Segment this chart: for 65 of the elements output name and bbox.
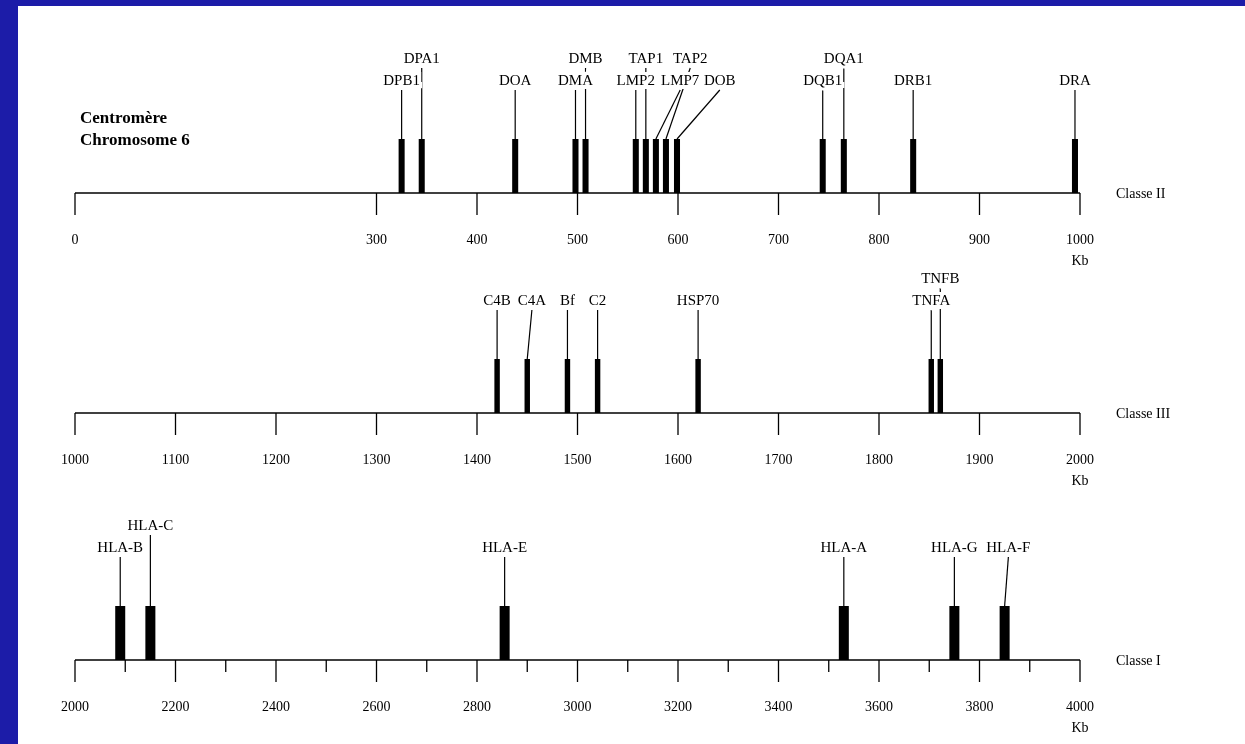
x-tick-label: 900 [969,232,990,247]
annotation: TAP2 [672,50,708,66]
x-tick-label: 1000 [61,452,89,467]
x-tick-label: 600 [667,232,689,247]
x-tick-label: 300 [366,232,387,247]
text: Classe II [1116,186,1166,201]
annotation: DRA [1059,72,1091,88]
x-tick-label: 1500 [563,452,592,467]
annotation: DPB1 [383,72,420,88]
annotation: Bf [559,292,575,308]
x-tick-label: 800 [868,232,890,247]
annotation: HLA-B [97,539,144,555]
annotation: DOB [703,72,736,88]
annotation: HLA-A [820,539,868,555]
annotation: C2 [588,292,607,308]
x-tick-label: 1000 [1066,232,1094,247]
x-tick-label: 3000 [563,699,592,714]
annotation: TNFB [921,270,960,286]
annotation: DQB1 [803,72,843,88]
annotation: HLA-F [986,539,1031,555]
annotation: HSP70 [676,292,720,308]
x-tick-label: 700 [768,232,789,247]
x-tick-label: 2000 [61,699,89,714]
x-tick-label: 1900 [965,452,994,467]
annotation: HLA-E [482,539,528,555]
x-tick-label: 400 [466,232,488,247]
annotation: DQA1 [823,50,864,66]
x-tick-label: 3800 [965,699,994,714]
annotation: C4A [517,292,547,308]
chart-title: Centromère Chromosome 6 [80,108,190,149]
x-axis-title: Kb [1071,253,1089,268]
text: Classe III [1116,406,1171,421]
x-tick-label: 2600 [362,699,391,714]
annotation: LMP7 [661,72,700,88]
x-tick-label: 0 [71,232,79,247]
annotation: C4B [483,292,511,308]
x-tick-label: 1800 [865,452,893,467]
annotation: DOA [498,72,532,88]
annotation: HLA-C [127,517,174,533]
annotation: DMB [568,50,603,66]
x-tick-label: 1700 [764,452,793,467]
x-tick-label: 2400 [262,699,290,714]
x-axis-title: Kb [1071,473,1089,488]
x-tick-label: 500 [567,232,588,247]
annotation: LMP2 [616,72,655,88]
text: Classe I [1116,653,1162,668]
x-tick-label: 1400 [463,452,491,467]
annotation: TAP1 [628,50,664,66]
x-tick-label: 2000 [1066,452,1094,467]
x-tick-label: 1200 [262,452,290,467]
x-tick-label: 3200 [664,699,692,714]
x-axis-title: Kb [1071,720,1089,735]
annotation: TNFA [912,292,951,308]
x-tick-label: 1100 [161,452,190,467]
annotation: DMA [557,72,594,88]
x-tick-label: 3600 [865,699,893,714]
annotation: DPA1 [403,50,440,66]
annotation: DRB1 [894,72,933,88]
x-tick-label: 3400 [764,699,793,714]
x-tick-label: 2200 [161,699,190,714]
x-tick-label: 1600 [664,452,692,467]
x-tick-label: 1300 [362,452,391,467]
x-tick-label: 4000 [1066,699,1094,714]
annotation: HLA-G [931,539,978,555]
x-tick-label: 2800 [463,699,491,714]
